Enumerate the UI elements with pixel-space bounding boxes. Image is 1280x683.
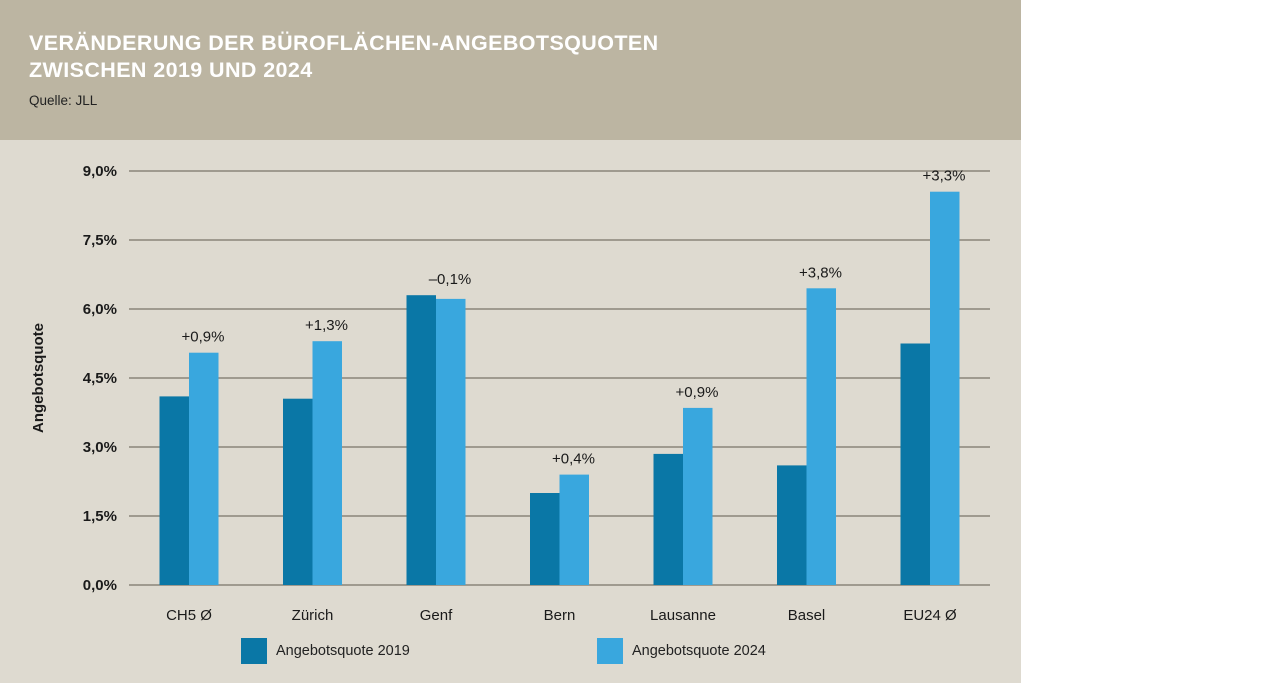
change-label: +1,3%	[305, 317, 348, 334]
x-tick-label: EU24 Ø	[903, 607, 957, 624]
change-label: –0,1%	[429, 271, 472, 288]
chart-legend: Angebotsquote 2019 Angebotsquote 2024	[0, 638, 1021, 668]
legend-swatch-2019	[241, 638, 267, 664]
legend-label-2024: Angebotsquote 2024	[632, 643, 766, 659]
bar-2019	[159, 396, 189, 585]
bar-2019	[900, 343, 930, 585]
chart-title-line-2: ZWISCHEN 2019 UND 2024	[29, 58, 313, 82]
bar-2024	[806, 288, 836, 585]
bar-2024	[683, 407, 713, 585]
x-tick-label: Genf	[420, 607, 453, 624]
legend-item-2019: Angebotsquote 2019	[241, 638, 410, 664]
y-axis-label: Angebotsquote	[30, 323, 47, 433]
bar-2019	[406, 295, 436, 585]
bar-2024	[189, 352, 219, 585]
legend-item-2024: Angebotsquote 2024	[597, 638, 766, 664]
x-tick-label: CH5 Ø	[166, 607, 212, 624]
chart-source: Quelle: JLL	[29, 93, 98, 108]
legend-swatch-2024	[597, 638, 623, 664]
y-tick-label: 0,0%	[83, 577, 117, 594]
bar-2019	[530, 493, 560, 585]
bar-2019	[653, 453, 683, 585]
bar-2019	[777, 465, 807, 585]
bar-2024	[930, 191, 960, 585]
bar-2024	[436, 298, 466, 585]
bar-2019	[283, 398, 313, 585]
x-tick-label: Bern	[544, 607, 576, 624]
y-tick-label: 1,5%	[83, 508, 117, 525]
y-tick-label: 6,0%	[83, 301, 117, 318]
bar-2024	[312, 341, 342, 585]
y-tick-label: 3,0%	[83, 439, 117, 456]
x-tick-label: Zürich	[292, 607, 334, 624]
legend-label-2019: Angebotsquote 2019	[276, 643, 410, 659]
change-label: +0,9%	[182, 329, 225, 346]
chart-header: VERÄNDERUNG DER BÜROFLÄCHEN-ANGEBOTSQUOT…	[0, 0, 1021, 140]
x-tick-label: Basel	[788, 607, 826, 624]
y-tick-label: 4,5%	[83, 370, 117, 387]
chart-title-line-1: VERÄNDERUNG DER BÜROFLÄCHEN-ANGEBOTSQUOT…	[29, 31, 659, 55]
change-label: +0,9%	[676, 384, 719, 401]
y-tick-label: 7,5%	[83, 232, 117, 249]
y-tick-label: 9,0%	[83, 163, 117, 180]
chart-title: VERÄNDERUNG DER BÜROFLÄCHEN-ANGEBOTSQUOT…	[29, 30, 659, 84]
x-tick-label: Lausanne	[650, 607, 716, 624]
bar-chart: 0,0% 1,5% 3,0% 4,5% 6,0% 7,5% 9,0% Angebotsquot…	[30, 163, 990, 624]
change-label: +3,3%	[923, 168, 966, 185]
bar-2024	[559, 474, 589, 585]
change-label: +0,4%	[552, 451, 595, 468]
change-label: +3,8%	[799, 264, 842, 281]
